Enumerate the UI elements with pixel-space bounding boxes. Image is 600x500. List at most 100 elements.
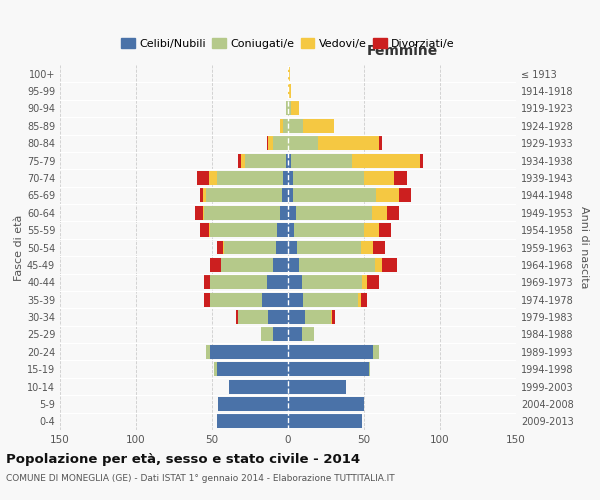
Bar	[200, 223, 209, 237]
Y-axis label: Anni di nascita: Anni di nascita	[579, 206, 589, 289]
Bar	[267, 136, 268, 150]
Bar	[280, 119, 283, 133]
Bar	[276, 240, 288, 254]
Bar	[282, 188, 288, 202]
Bar	[286, 154, 288, 168]
Bar	[299, 258, 374, 272]
Bar	[288, 154, 291, 168]
Bar	[361, 292, 367, 306]
Bar	[373, 345, 379, 358]
Bar	[223, 240, 224, 254]
Bar	[288, 102, 291, 116]
Bar	[217, 240, 223, 254]
Bar	[352, 154, 420, 168]
Bar	[211, 258, 221, 272]
Text: Popolazione per età, sesso e stato civile - 2014: Popolazione per età, sesso e stato civil…	[6, 452, 360, 466]
Bar	[200, 188, 203, 202]
Bar	[206, 188, 282, 202]
Bar	[331, 310, 332, 324]
Bar	[332, 310, 335, 324]
Bar	[209, 223, 211, 237]
Bar	[288, 66, 290, 80]
Bar	[218, 397, 288, 411]
Bar	[296, 206, 371, 220]
Bar	[273, 328, 288, 342]
Bar	[205, 206, 280, 220]
Bar	[288, 362, 368, 376]
Bar	[305, 310, 331, 324]
Bar	[303, 119, 334, 133]
Bar	[303, 292, 358, 306]
Bar	[268, 136, 273, 150]
Bar	[195, 206, 203, 220]
Bar	[288, 276, 302, 289]
Bar	[229, 380, 288, 394]
Bar	[205, 292, 211, 306]
Bar	[371, 206, 387, 220]
Bar	[288, 328, 302, 342]
Bar	[288, 380, 346, 394]
Bar	[362, 276, 367, 289]
Bar	[203, 188, 206, 202]
Bar	[382, 258, 397, 272]
Bar	[286, 102, 288, 116]
Bar	[238, 154, 241, 168]
Bar	[288, 345, 373, 358]
Bar	[302, 328, 314, 342]
Bar	[288, 84, 291, 98]
Bar	[291, 154, 352, 168]
Bar	[364, 223, 379, 237]
Bar	[293, 188, 376, 202]
Bar	[217, 362, 288, 376]
Bar	[288, 206, 296, 220]
Bar	[211, 345, 288, 358]
Bar	[288, 258, 299, 272]
Y-axis label: Fasce di età: Fasce di età	[14, 214, 24, 280]
Bar	[260, 328, 273, 342]
Bar	[224, 240, 276, 254]
Bar	[214, 362, 217, 376]
Bar	[374, 258, 382, 272]
Bar	[288, 171, 293, 185]
Bar	[361, 240, 373, 254]
Bar	[211, 276, 267, 289]
Bar	[241, 154, 245, 168]
Bar	[288, 136, 319, 150]
Bar	[217, 171, 283, 185]
Bar	[211, 292, 262, 306]
Bar	[209, 171, 217, 185]
Bar	[288, 414, 362, 428]
Bar	[399, 188, 411, 202]
Bar	[211, 223, 277, 237]
Bar	[367, 276, 379, 289]
Bar	[238, 310, 268, 324]
Legend: Celibi/Nubili, Coniugati/e, Vedovi/e, Divorziati/e: Celibi/Nubili, Coniugati/e, Vedovi/e, Di…	[117, 34, 459, 54]
Bar	[387, 206, 399, 220]
Bar	[283, 119, 288, 133]
Bar	[236, 310, 238, 324]
Bar	[358, 292, 361, 306]
Bar	[273, 136, 288, 150]
Bar	[291, 102, 299, 116]
Bar	[420, 154, 423, 168]
Bar	[197, 171, 209, 185]
Bar	[288, 240, 297, 254]
Bar	[262, 292, 288, 306]
Bar	[277, 223, 288, 237]
Bar	[364, 171, 394, 185]
Bar	[268, 310, 288, 324]
Bar	[273, 258, 288, 272]
Bar	[394, 171, 407, 185]
Bar	[205, 276, 211, 289]
Bar	[294, 223, 364, 237]
Bar	[217, 414, 288, 428]
Bar	[203, 206, 205, 220]
Bar	[373, 240, 385, 254]
Bar	[288, 119, 303, 133]
Bar	[288, 188, 293, 202]
Bar	[293, 171, 364, 185]
Bar	[288, 310, 305, 324]
Bar	[288, 397, 364, 411]
Bar	[302, 276, 362, 289]
Bar	[297, 240, 361, 254]
